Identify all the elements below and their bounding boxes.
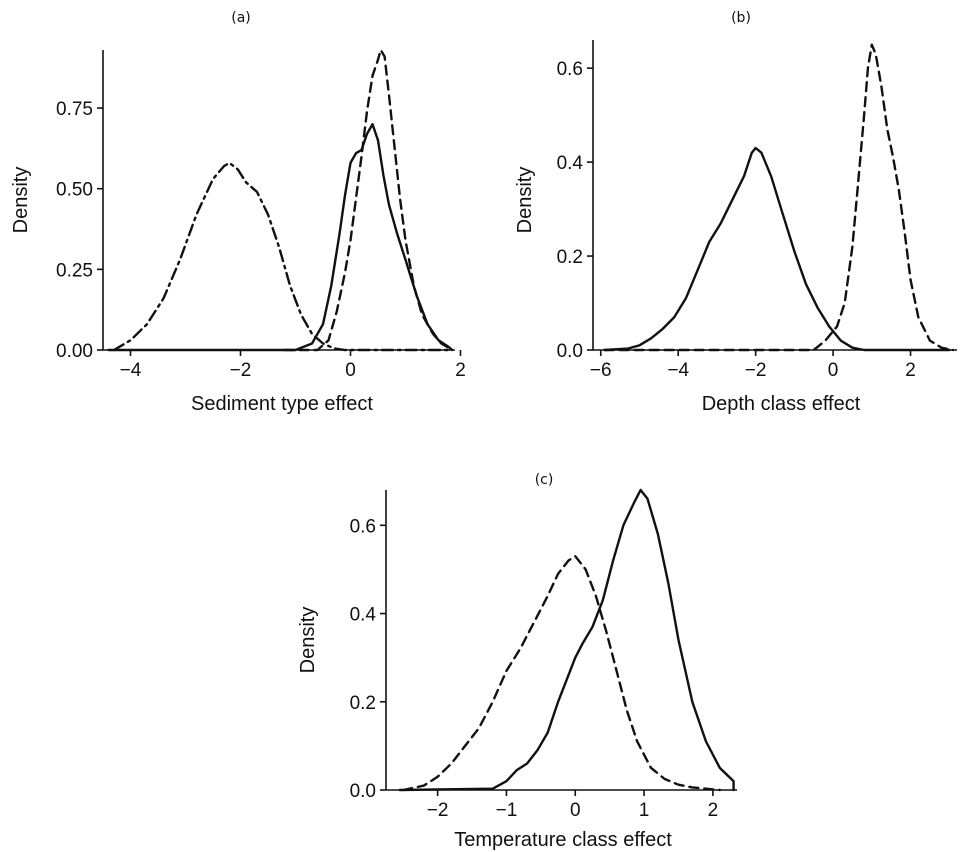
panel-c-y-tick-label: 0.0 [350, 781, 376, 802]
panel-c-label: (c) [535, 472, 554, 488]
panel-a-y-tick-label: 0.50 [56, 180, 93, 201]
panel-a-y-tick-label: 0.75 [56, 99, 93, 120]
panel-b-x-tick-label: −2 [745, 360, 767, 381]
panel-c-x-tick-label: −1 [496, 800, 518, 821]
panel-b-x-tick-label: −4 [667, 360, 689, 381]
panel-c-ticks: −2 −1 0 1 2 0.0 0.2 0.4 0.6 [350, 516, 719, 821]
panel-c-y-tick-label: 0.6 [350, 516, 376, 537]
panel-b: (b) −6 −4 −2 0 2 0.0 0.2 0.4 0.6 Depth class eff… [514, 10, 957, 415]
panel-b-curves [603, 43, 955, 352]
panel-b-x-title: Depth class effect [702, 393, 861, 415]
panel-c-y-title: Density [297, 607, 319, 674]
panel-b-label: (b) [731, 10, 751, 26]
panel-a-x-tick-label: 0 [345, 360, 356, 381]
panel-c: (c) −2 −1 0 1 2 0.0 0.2 0.4 0.6 Temperature clas… [297, 472, 737, 851]
panel-a-ticks: −4 −2 0 2 0.00 0.25 0.50 0.75 [56, 99, 466, 381]
panel-c-solid-density-line [398, 488, 735, 792]
panel-b-x-tick-label: −6 [590, 360, 612, 381]
panel-a-dash-dot-density-line [112, 161, 451, 352]
panel-b-y-title: Density [514, 167, 536, 234]
panel-b-ticks: −6 −4 −2 0 2 0.0 0.2 0.4 0.6 [557, 59, 916, 381]
panel-b-x-tick-label: 0 [828, 360, 839, 381]
panel-a-x-tick-label: −4 [120, 360, 142, 381]
panel-b-y-tick-label: 0.2 [557, 247, 583, 268]
panel-a-solid-density-line [107, 123, 454, 352]
panel-c-curves [398, 488, 735, 792]
panel-c-x-title: Temperature class effect [454, 829, 672, 851]
panel-b-y-tick-label: 0.6 [557, 59, 583, 80]
panel-c-x-tick-label: 0 [570, 800, 581, 821]
panel-c-y-tick-label: 0.4 [350, 605, 377, 626]
panel-b-solid-density-line [603, 146, 951, 352]
panel-b-y-tick-label: 0.4 [557, 153, 584, 174]
panel-c-x-tick-label: 1 [639, 800, 650, 821]
panel-b-x-tick-label: 2 [905, 360, 916, 381]
panel-c-x-tick-label: −2 [427, 800, 449, 821]
panel-c-y-tick-label: 0.2 [350, 693, 376, 714]
panel-c-dashed-density-line [402, 555, 721, 792]
panel-a-y-title: Density [10, 167, 32, 234]
panel-a-x-tick-label: −2 [230, 360, 252, 381]
panel-a-x-title: Sediment type effect [191, 393, 373, 415]
panel-a-label: (a) [231, 10, 251, 26]
panel-c-x-tick-label: 2 [708, 800, 719, 821]
panel-a-dashed-density-line [283, 48, 454, 352]
panel-a-curves [107, 48, 454, 352]
panel-a-x-tick-label: 2 [455, 360, 466, 381]
panel-a-y-tick-label: 0.25 [56, 260, 93, 281]
panel-a-y-tick-label: 0.00 [56, 341, 93, 362]
panel-a: (a) −4 −2 0 2 0.00 0.25 0.50 0.75 Sediment type… [10, 10, 466, 415]
panel-b-y-tick-label: 0.0 [557, 341, 583, 362]
